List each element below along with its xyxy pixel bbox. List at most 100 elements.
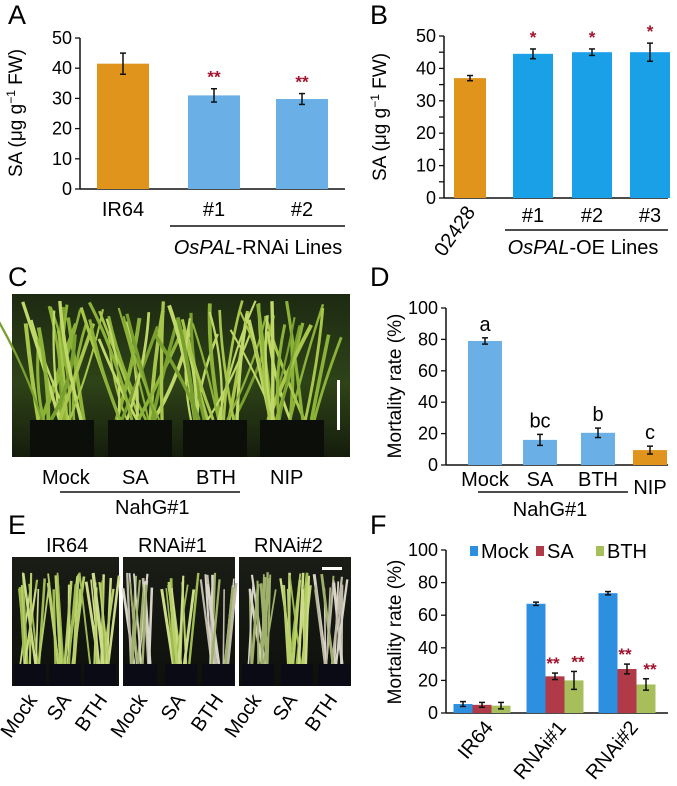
pot	[108, 420, 172, 457]
x-tick-label: Mock	[0, 689, 43, 742]
panel-e-photos	[12, 557, 351, 686]
y-axis-title: SA (μg g−1 FW)	[4, 49, 27, 177]
pot	[183, 420, 247, 457]
x-tick-label: SA	[527, 469, 554, 491]
panel-c-photo	[0, 294, 350, 457]
significance-mark: **	[207, 68, 221, 87]
pot	[260, 420, 324, 457]
panel-letter-f: F	[370, 510, 387, 540]
x-tick-label: NIP	[633, 477, 666, 499]
y-axis-title: Mortality rate (%)	[385, 560, 406, 705]
label-nip: NIP	[270, 467, 303, 489]
significance-letter: c	[645, 422, 655, 444]
y-tick-label: 0	[62, 179, 72, 199]
y-tick-label: 50	[52, 28, 72, 48]
x-tick-label: RNAi#1	[510, 717, 571, 781]
label-mock: Mock	[42, 467, 91, 489]
bar	[468, 341, 502, 465]
pot	[14, 664, 46, 686]
pot	[165, 664, 197, 686]
y-tick-label: 20	[418, 424, 438, 444]
y-tick-label: 30	[416, 91, 436, 111]
x-tick-label: #2	[291, 199, 313, 221]
legend-swatch	[470, 546, 478, 556]
pot	[84, 664, 116, 686]
y-tick-label: 100	[408, 540, 438, 560]
pot	[318, 664, 350, 686]
leaf	[223, 589, 224, 664]
x-tick-label: Mock	[461, 469, 510, 491]
significance-mark: *	[589, 28, 596, 47]
y-tick-label: 80	[418, 329, 438, 349]
y-tick-label: 0	[426, 188, 436, 208]
y-axis-title: SA (μg g−1 FW)	[368, 53, 391, 181]
y-tick-label: 30	[52, 88, 72, 108]
group-label: OsPAL-RNAi Lines	[174, 237, 343, 259]
pot	[30, 420, 94, 457]
y-tick-label: 20	[418, 670, 438, 690]
significance-letter: b	[592, 404, 603, 426]
leaf	[162, 301, 164, 420]
panel-letter-b: B	[370, 0, 388, 30]
leaf	[30, 573, 31, 664]
pot	[202, 664, 234, 686]
y-tick-label: 40	[416, 58, 436, 78]
x-tick-label: BTH	[578, 469, 618, 491]
significance-mark: **	[546, 654, 560, 673]
y-tick-label: 20	[52, 119, 72, 139]
bar	[454, 78, 486, 198]
bar	[276, 99, 328, 189]
panel-letter-d: D	[370, 262, 390, 292]
bar	[188, 95, 240, 189]
significance-letter: bc	[529, 410, 550, 432]
y-axis-title: Mortality rate (%)	[385, 314, 406, 459]
leaf	[258, 581, 259, 664]
significance-mark: **	[295, 73, 309, 92]
bar	[97, 64, 149, 189]
x-tick-label: 02428	[430, 202, 480, 260]
scale-bar-e	[322, 567, 342, 570]
x-tick-label: SA	[157, 690, 191, 725]
significance-mark: *	[530, 28, 537, 47]
chart-a: 0 10 20 30 40 50 SA (μg g−1 FW) IR64 ** #1 ** #2 OsP…	[4, 28, 345, 259]
y-tick-label: 40	[52, 58, 72, 78]
pot	[242, 664, 274, 686]
group-label-nahg: NahG#1	[115, 497, 190, 519]
y-tick-label: 40	[418, 638, 438, 658]
scale-bar	[337, 380, 340, 430]
y-tick-label: 20	[416, 123, 436, 143]
y-tick-label: 0	[428, 455, 438, 475]
bar-sa	[618, 669, 637, 713]
y-tick-label: 60	[418, 605, 438, 625]
pot	[49, 664, 81, 686]
photo-title-ir64: IR64	[46, 535, 88, 557]
x-tick-label: SA	[269, 690, 303, 725]
significance-mark: *	[647, 22, 654, 41]
y-tick-label: 60	[418, 361, 438, 381]
x-tick-label: Mock	[107, 689, 153, 742]
bar	[572, 52, 612, 198]
y-tick-label: 10	[52, 149, 72, 169]
photo-title-rnai2: RNAi#2	[254, 535, 323, 557]
significance-mark: **	[643, 660, 657, 679]
panel-letter-c: C	[8, 262, 28, 292]
bar	[630, 52, 670, 198]
y-tick-label: 50	[416, 26, 436, 46]
y-tick-label: 0	[428, 703, 438, 723]
y-tick-label: 80	[418, 573, 438, 593]
x-tick-label: #3	[639, 205, 661, 227]
bar-mock	[599, 593, 618, 713]
significance-mark: **	[618, 645, 632, 664]
leaf	[272, 301, 273, 420]
legend-label: SA	[547, 541, 574, 563]
y-tick-label: 40	[418, 392, 438, 412]
significance-mark: **	[571, 652, 585, 671]
x-tick-label: IR64	[102, 199, 144, 221]
x-tick-label: #1	[203, 199, 225, 221]
x-tick-label: #2	[581, 205, 603, 227]
group-label: OsPAL-OE Lines	[508, 237, 659, 259]
group-label: NahG#1	[513, 499, 588, 521]
x-tick-label: BTH	[301, 690, 342, 735]
